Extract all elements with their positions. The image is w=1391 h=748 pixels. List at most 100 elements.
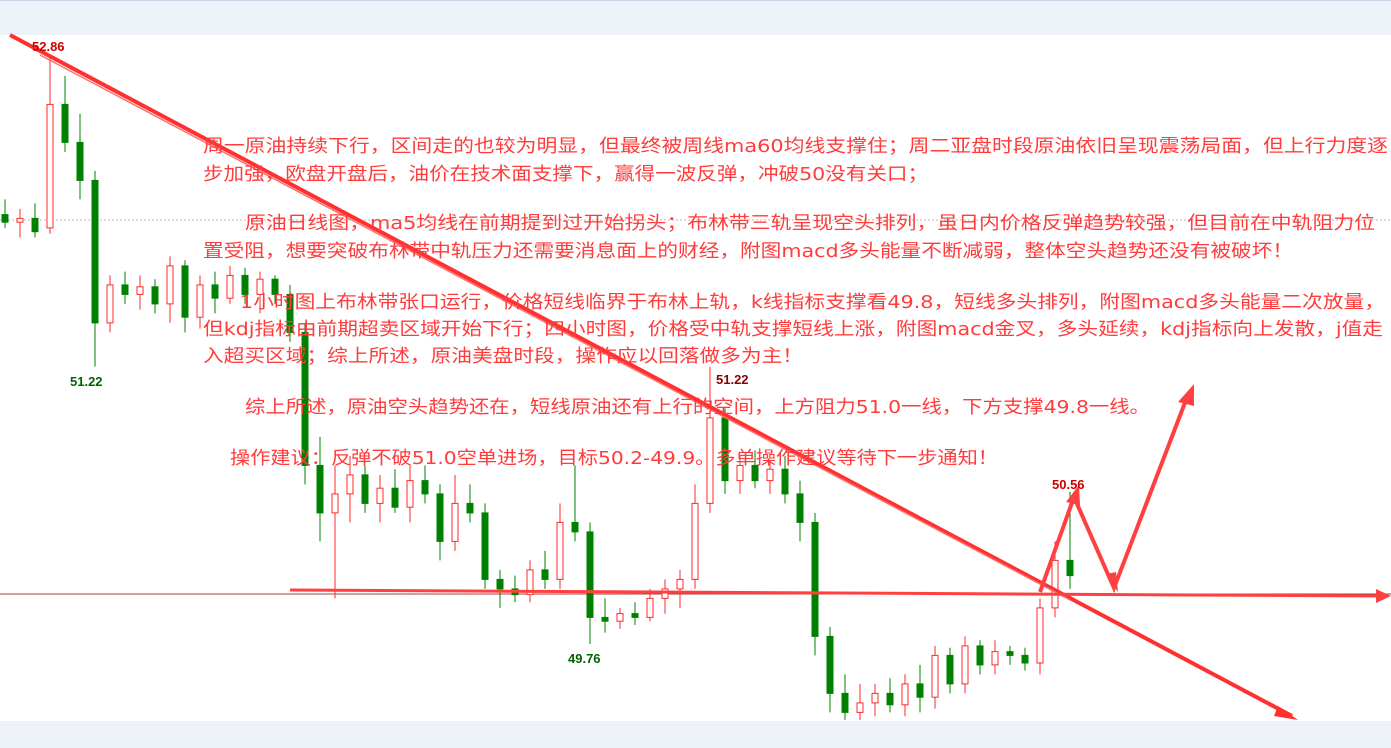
candle [1021,647,1029,671]
candle [166,256,174,323]
candle-body [976,645,984,666]
candle [226,265,234,304]
downtrend-line [9,33,1293,718]
candle-body [841,692,849,713]
forecast-path [1038,399,1188,594]
annotation-line: 但kdj指标由前期超卖区域开始下行；四小时图，价格受中轨支撑短线上涨，附图mac… [203,319,1383,340]
candle-body [16,217,24,223]
candle [706,366,714,513]
candle-body [361,474,369,504]
candle-body [796,493,804,523]
candle [301,322,309,485]
candle-body [766,468,774,482]
bottom-scroll-band [0,721,1391,748]
candle-body [31,217,39,233]
candle-body [691,502,699,580]
candle-body [376,487,384,504]
candle [946,647,954,694]
candle [466,484,474,523]
candle [901,674,909,717]
candle [1036,598,1044,675]
candle-body [541,569,549,580]
candle [406,465,414,523]
candle-body [466,502,474,514]
candle [736,455,744,494]
candle-body [901,683,909,706]
candle-body [166,265,174,305]
candle-body [391,487,399,508]
candle [496,569,504,608]
candle-body [46,103,54,229]
candle-body [1021,654,1029,664]
candle-body [856,702,864,713]
candle [136,275,144,310]
top-toolbar-band [0,0,1391,35]
candle [751,450,759,489]
candle-body [271,278,279,295]
candle-body [916,683,924,698]
annotation-line: 步加强，欧盘开盘后，油价在技术面支撑下，赢得一波反弹，冲破50没有关口； [203,163,928,185]
candle-body [196,284,204,318]
candle-body [706,417,714,504]
candle-body [121,284,129,295]
candle [316,436,324,542]
candle [271,275,279,304]
candle [241,267,249,304]
forecast-arrowhead-icon [1066,485,1080,505]
price-label-low: 51.22 [70,374,103,389]
candle [661,579,669,614]
candle [391,469,399,513]
candle-body [316,464,324,514]
candle [871,683,879,717]
candle-body [91,179,99,324]
candle-body [451,502,459,542]
candle-body [181,265,189,318]
candle-body [676,578,684,590]
forecast-arrowhead-icon [1106,572,1118,592]
candle-body [1066,559,1074,577]
candle-body [526,569,534,596]
candle [601,598,609,633]
candle-body [871,692,879,704]
candle-body [826,635,834,694]
candle-body [241,274,249,295]
candle [916,664,924,713]
candle-body [211,284,219,299]
candle [196,275,204,329]
candle-body [616,613,624,622]
candle [796,480,804,542]
candle [571,465,579,542]
candle-body [346,474,354,495]
candle-body [1,214,9,223]
candle-body [961,645,969,685]
candle [526,560,534,603]
candle [376,474,384,523]
candle-body [586,531,594,618]
candle-body [646,597,654,618]
candle [91,170,99,367]
annotation-line: 操作建议：反弹不破51.0空单进场，目标50.2-49.9。多单操作建议等待下一… [230,448,998,469]
candle [826,626,834,713]
annotation-line: 综上所述，原油空头趋势还在，短线原油还有上行的空间，上方阻力51.0一线，下方支… [245,397,1150,418]
candle [121,271,129,304]
candle-body [136,286,144,295]
candle [961,636,969,694]
candle-body [481,512,489,580]
downtrend-line-inner [39,54,1071,601]
candle-body [436,493,444,542]
candle [361,465,369,513]
candle [676,569,684,608]
candle [886,678,894,713]
price-label-low: 49.76 [568,651,601,666]
candle-body [1036,607,1044,664]
candle [61,75,69,152]
candle [346,455,354,523]
candle-body [811,521,819,637]
candle [151,279,159,314]
candle-body [76,141,84,181]
candle [451,474,459,551]
candle [766,461,774,494]
candle-body [256,278,264,295]
candle [76,113,84,200]
